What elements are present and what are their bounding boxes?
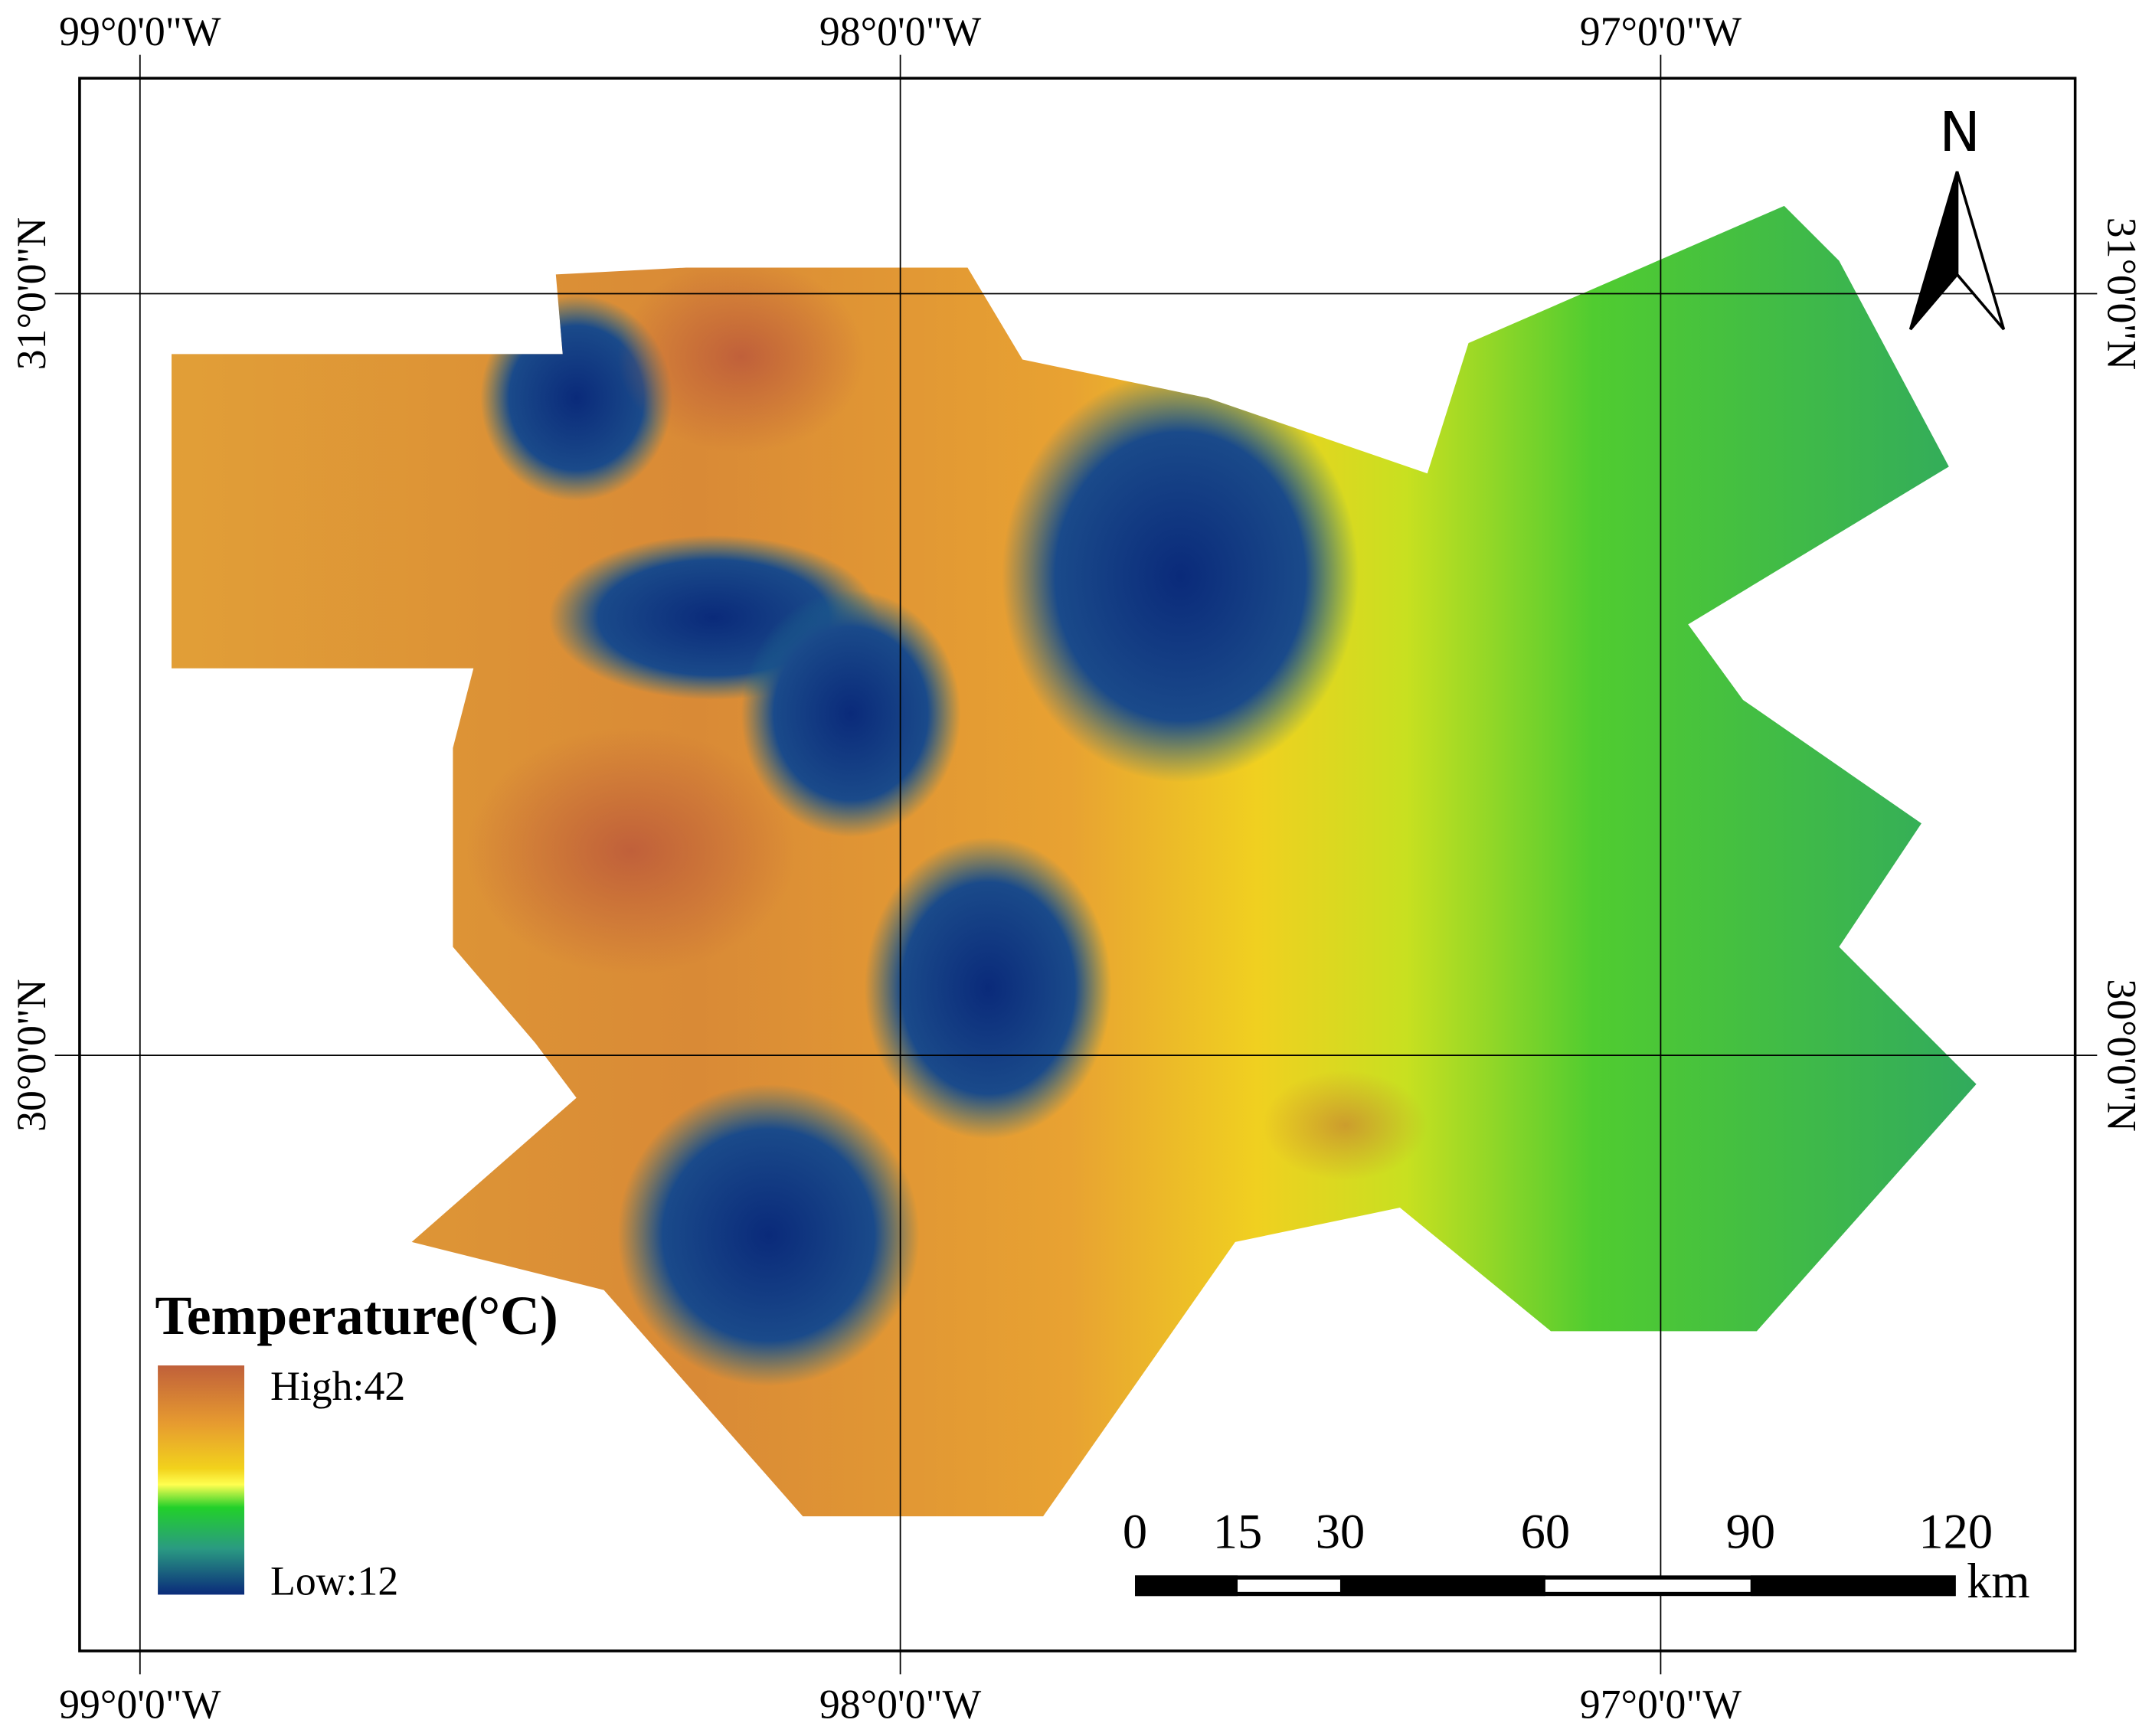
longitude-label: 99°0'0"W <box>59 8 221 54</box>
legend-title: Temperature(°C) <box>155 1285 558 1346</box>
legend-color-bar <box>158 1365 244 1595</box>
scale-bar-label: 60 <box>1521 1504 1571 1558</box>
longitude-label: 98°0'0"W <box>819 8 982 54</box>
longitude-label: 97°0'0"W <box>1580 8 1742 54</box>
legend-low: Low:12 <box>270 1558 398 1604</box>
scale-bar-segment <box>1135 1575 1238 1597</box>
longitude-label: 99°0'0"W <box>59 1682 221 1728</box>
north-arrow <box>1908 171 1959 331</box>
latitude-label: 31°0'0"N <box>8 217 54 370</box>
graticule <box>54 54 2098 1675</box>
scale-bar-label: 15 <box>1213 1504 1263 1558</box>
map-frame <box>78 77 2077 1653</box>
latitude-label: 30°0'0"N <box>2099 979 2145 1131</box>
scale-bar-segment <box>1545 1579 1751 1592</box>
scale-bar-unit: km <box>1967 1554 2029 1608</box>
north-label: N <box>1939 100 1980 164</box>
scale-bar-segment <box>1238 1579 1340 1592</box>
scale-bar-label: 120 <box>1918 1504 1993 1558</box>
scale-bar-label: 90 <box>1726 1504 1776 1558</box>
scale-bar-segment <box>1750 1575 1956 1597</box>
latitude-label: 31°0'0"N <box>2099 217 2145 370</box>
scale-bar-label: 0 <box>1123 1504 1147 1558</box>
latitude-label: 30°0'0"N <box>8 979 54 1131</box>
north-arrow <box>1955 171 2006 331</box>
scale-bar-label: 30 <box>1316 1504 1365 1558</box>
scale-bar-segment <box>1339 1575 1545 1597</box>
longitude-label: 97°0'0"W <box>1580 1682 1742 1728</box>
longitude-label: 98°0'0"W <box>819 1682 982 1728</box>
legend-high: High:42 <box>270 1363 405 1409</box>
